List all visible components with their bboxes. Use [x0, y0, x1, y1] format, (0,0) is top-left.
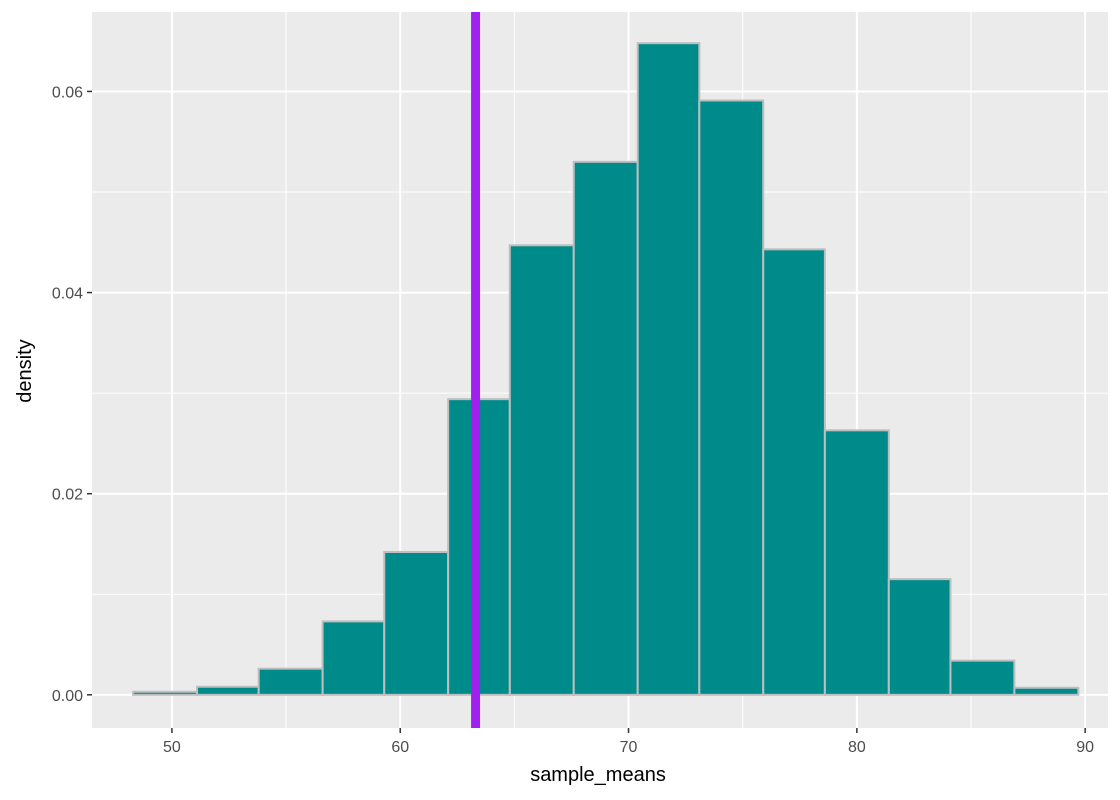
histogram-bar [636, 42, 701, 696]
histogram-bar [383, 551, 450, 696]
y-tick-label: 0.02 [52, 487, 83, 504]
y-tick-label: 0.04 [52, 286, 83, 303]
histogram-bar [257, 667, 324, 696]
y-axis-title: density [14, 339, 36, 402]
x-tick-label: 70 [620, 739, 638, 756]
histogram-bar [698, 99, 765, 696]
x-tick-label: 80 [848, 739, 866, 756]
histogram-bar [762, 248, 826, 696]
histogram-bar [823, 429, 890, 696]
plot-panel [92, 12, 1108, 728]
histogram-bar [132, 690, 199, 696]
histogram-bar [1013, 686, 1080, 696]
histogram-bar [321, 620, 386, 696]
x-tick-label: 60 [391, 739, 409, 756]
histogram-bar [572, 160, 639, 696]
y-tick-label: 0.06 [52, 84, 83, 101]
y-tick-label: 0.00 [52, 688, 83, 705]
histogram-bar [196, 685, 260, 696]
histogram-bar [887, 578, 952, 696]
histogram-bar [949, 659, 1016, 696]
histogram-bar [508, 244, 575, 696]
x-tick-label: 90 [1076, 739, 1094, 756]
x-tick-label: 50 [163, 739, 181, 756]
x-axis: 50 60 70 80 90 [163, 728, 1094, 756]
y-axis: 0.00 0.02 0.04 0.06 [52, 84, 92, 705]
x-axis-title: sample_means [530, 764, 666, 786]
